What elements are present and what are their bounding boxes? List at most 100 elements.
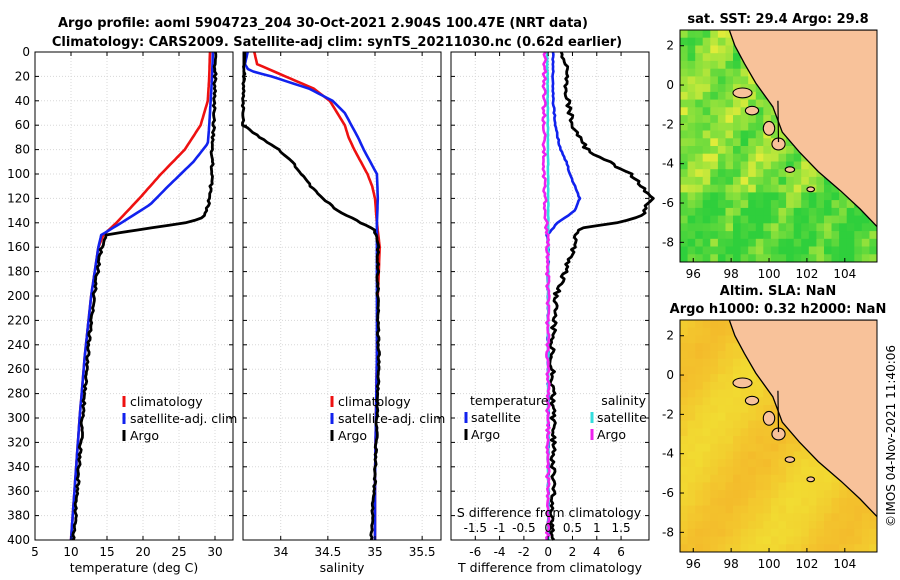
map-cell (733, 397, 742, 406)
map-cell (717, 544, 727, 552)
map-cell (839, 192, 848, 201)
map-cell (710, 60, 719, 70)
map-cell (748, 389, 757, 398)
map-cell (702, 60, 711, 70)
map-cell (770, 231, 780, 240)
map-cell (733, 231, 742, 240)
map-cell (733, 490, 742, 499)
map-cell (733, 215, 742, 224)
map-cell (839, 536, 848, 545)
map-cell (725, 397, 734, 406)
map-cell (846, 200, 855, 209)
map-cell (725, 107, 734, 116)
map-cell (770, 161, 780, 170)
map-cell (763, 115, 772, 124)
map-cell (680, 76, 689, 85)
map-cell (763, 161, 772, 170)
map-cell (740, 405, 749, 414)
map-cell (740, 420, 749, 429)
map-cell (717, 153, 727, 162)
map-cell (710, 358, 719, 367)
salinity-profile-chart: 34 34.5 35 35.5 salinity climatology satellite… (240, 51, 445, 575)
map-cell (680, 405, 689, 414)
map-cell (717, 91, 727, 101)
map-cell (786, 451, 795, 460)
map-cell (680, 474, 689, 483)
map-cell (733, 536, 742, 545)
map-cell (869, 528, 877, 538)
map-cell (725, 184, 734, 193)
map-cell (695, 45, 704, 54)
map-cell (695, 238, 704, 248)
map-cell (687, 115, 696, 124)
map-cell (824, 521, 833, 530)
map-cell (831, 231, 840, 240)
map-cell (687, 76, 696, 85)
map-cell (816, 238, 825, 248)
map-cell (808, 505, 817, 514)
y-tick-label: 300 (7, 411, 30, 425)
map-cell (702, 443, 711, 452)
map-cell (831, 497, 840, 507)
map-cell (793, 459, 802, 468)
map-cell (695, 138, 704, 147)
map-cell (680, 374, 689, 383)
map-cell (710, 146, 719, 155)
map-cell (680, 223, 689, 232)
map-cell (702, 320, 711, 329)
map-cell (793, 246, 802, 255)
map-cell (702, 138, 711, 147)
map-cell (763, 397, 772, 406)
map-cell (786, 200, 795, 209)
map-cell (710, 497, 719, 507)
map-cell (702, 122, 711, 132)
map-cell (801, 223, 810, 232)
map-cell (702, 107, 711, 116)
map-cell (680, 420, 689, 429)
map-cell (680, 99, 689, 108)
map-cell (687, 412, 696, 422)
map-cell (824, 192, 833, 201)
map-cell (733, 405, 742, 414)
map-cell (680, 335, 689, 344)
map-cell (680, 412, 689, 422)
map-cell (733, 146, 742, 155)
map-cell (710, 343, 719, 352)
map-cell (717, 374, 727, 383)
map-cell (824, 184, 833, 193)
map-cell (748, 366, 757, 375)
map-cell (733, 505, 742, 514)
map-cell (725, 84, 734, 93)
map-cell (710, 45, 719, 54)
map-cell (740, 482, 749, 491)
map-cell (695, 536, 704, 545)
map-cell (831, 254, 840, 262)
map-cell (725, 521, 734, 530)
map-cell (770, 146, 780, 155)
map-cell (725, 451, 734, 460)
y-tick-label: 140 (7, 216, 30, 230)
map-y-tick-label: -8 (662, 235, 674, 249)
map-cell (710, 68, 719, 77)
map-cell (702, 238, 711, 248)
map-cell (770, 443, 780, 452)
island (806, 476, 816, 483)
map-cell (733, 107, 742, 116)
imos-watermark: ©IMOS 04-Nov-2021 11:40:06 (884, 345, 898, 527)
map-cell (717, 536, 727, 545)
map-cell (740, 161, 749, 170)
map-cell (740, 412, 749, 422)
map-cell (861, 246, 870, 255)
map-cell (725, 335, 734, 344)
map-cell (687, 246, 696, 255)
map-cell (733, 184, 742, 193)
map-cell (717, 231, 727, 240)
map-cell (702, 207, 711, 217)
map-cell (680, 68, 689, 77)
map-cell (687, 381, 696, 391)
sla-map: 96 98 100 102 104 2 0 -2 -4 -6 -8 (662, 319, 878, 571)
map-cell (748, 153, 757, 162)
map-cell (770, 528, 780, 538)
map-cell (710, 428, 719, 437)
map-cell (839, 497, 848, 507)
